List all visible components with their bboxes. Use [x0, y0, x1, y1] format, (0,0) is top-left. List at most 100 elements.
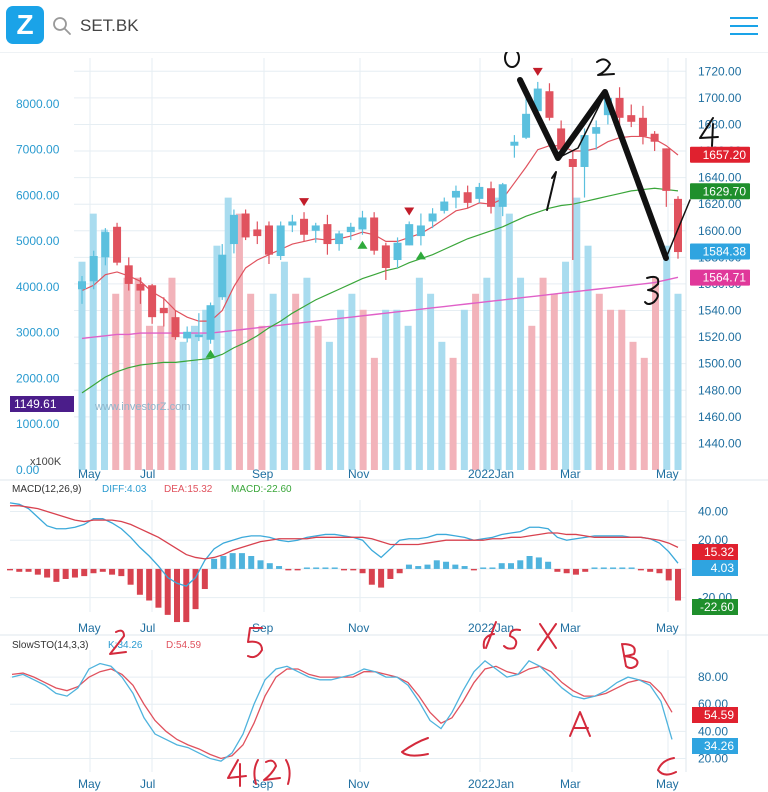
stoch-note-c2 [657, 757, 677, 776]
x-tick-label: Jul [140, 467, 155, 481]
candle-body [124, 265, 133, 284]
volume-bar [190, 325, 198, 470]
price-tick-label: 1460.00 [698, 410, 742, 424]
macd-diff-badge-text: 4.03 [711, 561, 735, 575]
volume-bar [224, 197, 232, 470]
sto-d-line [11, 665, 673, 760]
buy-signal-marker [415, 251, 426, 260]
volume-bar [550, 293, 558, 470]
candle-body [522, 113, 531, 138]
macd-histogram-bar [118, 568, 125, 577]
x-tick-label: Nov [348, 467, 369, 481]
mark-1 [546, 171, 557, 211]
hamburger-menu-icon[interactable] [730, 13, 758, 37]
volume-bar [258, 325, 266, 470]
mark-2 [596, 58, 615, 76]
macd-tick-label: 20.00 [698, 533, 728, 547]
ema-fast-badge: 1657.20 [690, 146, 750, 163]
candle-body [533, 88, 542, 112]
macd-histogram-bar [554, 568, 561, 572]
price-tick-label: 1620.00 [698, 197, 742, 211]
x-tick-label: Sep [252, 777, 274, 791]
logo-letter: Z [16, 9, 34, 40]
volume-bar [618, 309, 626, 470]
macd-histogram-bar [341, 568, 347, 571]
symbol-search[interactable]: SET.BK [52, 12, 139, 40]
x-tick-label: Mar [560, 621, 581, 635]
volume-bar [460, 309, 468, 470]
sto-d-badge: 54.59 [692, 707, 738, 723]
candle-body [487, 188, 496, 207]
candle-body [159, 307, 168, 314]
macd-histogram-bar [192, 568, 199, 610]
macd-histogram-bar [257, 560, 264, 569]
x-tick-label: May [656, 467, 679, 481]
macd-histogram-bar [563, 568, 570, 574]
ema-long-badge-text: 1564.71 [703, 271, 747, 285]
volume-bar [202, 309, 210, 470]
candle-body [194, 334, 203, 338]
volume-bar [494, 197, 502, 470]
candle-body [510, 141, 519, 146]
volume-tick-label: 2000.00 [16, 371, 60, 385]
volume-bar [528, 325, 536, 470]
price-tick-label: 1600.00 [698, 224, 742, 238]
candle-body [674, 198, 682, 253]
volume-bar [595, 293, 603, 470]
x-tick-label: May [656, 621, 679, 635]
price-tick-label: 1720.00 [698, 64, 742, 78]
ema-mid-badge-bg [690, 183, 750, 200]
sto-d-badge-text: 54.59 [704, 708, 734, 722]
volume-bar [505, 213, 513, 470]
candle-body [627, 115, 636, 122]
app-logo[interactable]: Z [6, 6, 44, 44]
volume-bar [438, 341, 446, 470]
macd-histogram-bar [174, 568, 180, 623]
macd-histogram-bar [619, 567, 626, 569]
sell-signal-marker [532, 67, 543, 76]
volume-bar [280, 261, 288, 470]
price-tick-label: 1540.00 [698, 304, 742, 318]
candle-body [405, 224, 414, 246]
macd-histogram-bar [266, 563, 273, 569]
volume-bar [359, 309, 367, 470]
macd-histogram-bar [526, 556, 533, 569]
macd-histogram-bar [572, 568, 579, 575]
candle-body [101, 232, 110, 258]
x-tick-label: 2022Jan [468, 777, 514, 791]
x-tick-label: May [78, 467, 101, 481]
axes: MayMayMayJulJulJulSepSepSepNovNovNov2022… [10, 64, 750, 791]
volume-tick-label: 5000.00 [16, 234, 60, 248]
macd-histogram-bar [34, 568, 41, 575]
candle-body [592, 127, 601, 134]
macd-value-badge-text: -22.60 [700, 600, 734, 614]
volume-bar [89, 213, 97, 470]
macd-histogram-bar [350, 568, 357, 571]
macd-value-badge: -22.60 [692, 599, 738, 615]
macd-histogram-bar [647, 568, 654, 572]
stock-chart[interactable]: MayMayMayJulJulJulSepSepSepNovNovNov2022… [0, 52, 768, 792]
macd-histogram-bar [25, 568, 32, 572]
last-price-badge-text: 1584.38 [703, 245, 747, 259]
candle-body [253, 229, 262, 237]
macd-histogram-bar [220, 556, 227, 569]
macd-histogram-bar [136, 568, 143, 595]
macd-histogram-bar [313, 567, 320, 569]
volume-bar [168, 277, 176, 470]
volume-bar [123, 277, 131, 470]
macd-value-badge-bg [692, 599, 738, 615]
macd-histogram-bar [183, 568, 190, 623]
macd-histogram-bar [545, 561, 552, 569]
macd-histogram-bar [489, 567, 496, 569]
price-tick-label: 1640.00 [698, 171, 742, 185]
volume-bar [483, 277, 491, 470]
macd-histogram-bar [238, 553, 245, 569]
candle-body [650, 133, 659, 142]
candle-body [451, 190, 460, 198]
stoch-note-4-2 [227, 759, 291, 787]
macd-histogram-bar [155, 568, 162, 608]
volume-tick-label: 8000.00 [16, 97, 60, 111]
volume-tick-label: 0.00 [16, 463, 40, 477]
buy-signal-marker [357, 240, 368, 249]
candle-body [335, 233, 344, 245]
